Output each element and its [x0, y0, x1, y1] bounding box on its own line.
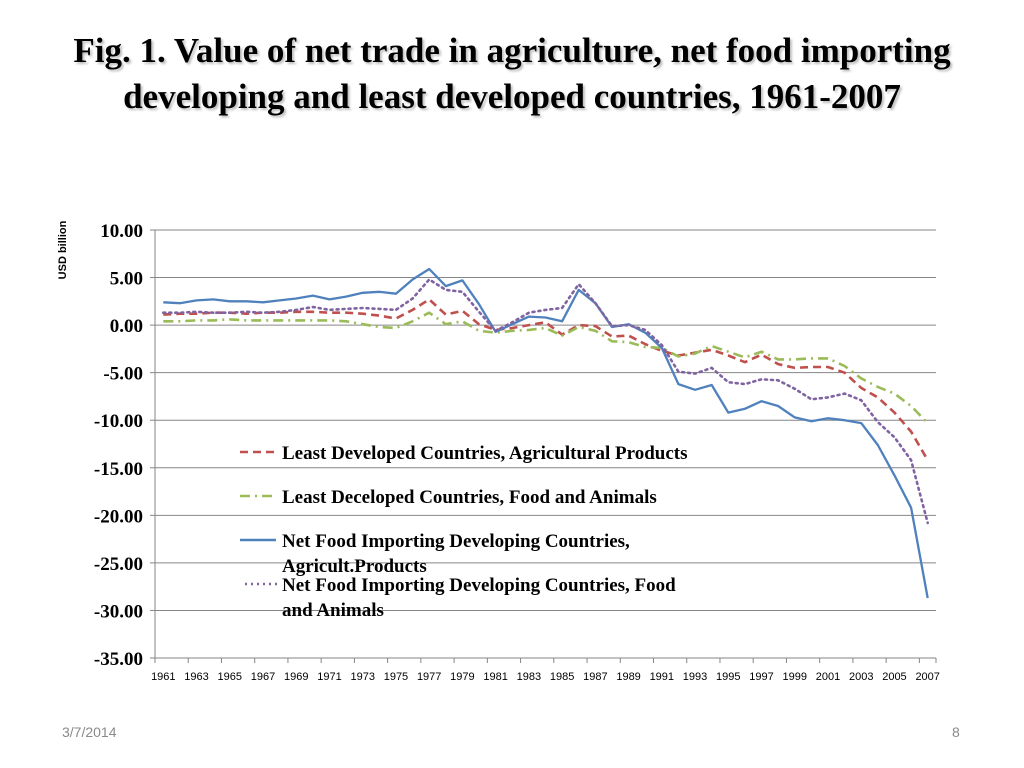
x-tick-label: 2005: [882, 671, 906, 683]
x-tick-label: 1985: [550, 671, 574, 683]
legend-item-3: Net Food Importing Developing Countries,…: [240, 531, 630, 577]
x-tick-label: 1995: [716, 671, 740, 683]
series-line-1: [163, 298, 929, 461]
x-tick-label: 1961: [151, 671, 175, 683]
x-tick-label: 1987: [583, 671, 607, 683]
chart-title: Fig. 1. Value of net trade in agricultur…: [73, 31, 951, 116]
legend: Least Developed Countries, Agricultural …: [240, 443, 688, 621]
series-lines: [162, 267, 930, 599]
y-tick-label: -30.00: [94, 601, 143, 622]
x-tick-label: 1971: [317, 671, 341, 683]
x-tick-label: 1991: [650, 671, 674, 683]
x-tick-label: 1999: [783, 671, 807, 683]
axes: [150, 229, 937, 663]
x-tick-label: 2001: [816, 671, 840, 683]
y-tick-label: 0.00: [110, 316, 143, 337]
legend-label: Net Food Importing Developing Countries,…: [282, 531, 630, 577]
legend-label: Net Food Importing Developing Countries,…: [282, 575, 676, 621]
x-tick-label: 1963: [184, 671, 208, 683]
legend-label: Least Deceloped Countries, Food and Anim…: [282, 487, 657, 508]
y-tick-label: -5.00: [103, 364, 143, 385]
y-tick-label: -25.00: [94, 554, 143, 575]
x-tick-label: 2003: [849, 671, 873, 683]
x-tick-label: 1997: [749, 671, 773, 683]
series-line-3: [163, 267, 929, 599]
y-axis-tick-labels: 10.00 5.00 0.00 -5.00 -10.00 -15.00 -20.00 -25.…: [94, 221, 143, 670]
x-tick-label: 1983: [517, 671, 541, 683]
y-tick-label: 5.00: [110, 269, 143, 290]
x-tick-label: 1981: [483, 671, 507, 683]
y-axis-label: USD billion: [57, 220, 69, 279]
y-tick-label: -10.00: [94, 411, 143, 432]
slide-page-number: 8: [952, 724, 960, 740]
x-tick-label: 1975: [384, 671, 408, 683]
legend-label: Least Developed Countries, Agricultural …: [282, 443, 688, 464]
legend-item-2: Least Deceloped Countries, Food and Anim…: [240, 487, 657, 508]
x-tick-label: 1979: [450, 671, 474, 683]
y-tick-label: -15.00: [94, 459, 143, 480]
x-tick-label: 1977: [417, 671, 441, 683]
series-line-4: [162, 278, 930, 525]
y-tick-label: -20.00: [94, 506, 143, 527]
series-line-2: [163, 311, 929, 425]
x-tick-label: 1993: [683, 671, 707, 683]
slide-date: 3/7/2014: [62, 724, 117, 740]
x-tick-label: 1969: [284, 671, 308, 683]
x-tick-label: 1965: [218, 671, 242, 683]
y-tick-label: -35.00: [94, 649, 143, 670]
x-tick-label: 1973: [350, 671, 374, 683]
gridlines: [155, 229, 936, 659]
legend-item-4: Net Food Importing Developing Countries,…: [245, 575, 676, 621]
x-tick-label: 1967: [251, 671, 275, 683]
x-axis-tick-labels: 1961 1963 1965 1967 1969 1971 1973 1975 1977 1979…: [151, 671, 940, 683]
y-tick-label: 10.00: [100, 221, 143, 242]
x-tick-label: 1989: [616, 671, 640, 683]
legend-item-1: Least Developed Countries, Agricultural …: [240, 443, 688, 464]
x-tick-label: 2007: [915, 671, 939, 683]
